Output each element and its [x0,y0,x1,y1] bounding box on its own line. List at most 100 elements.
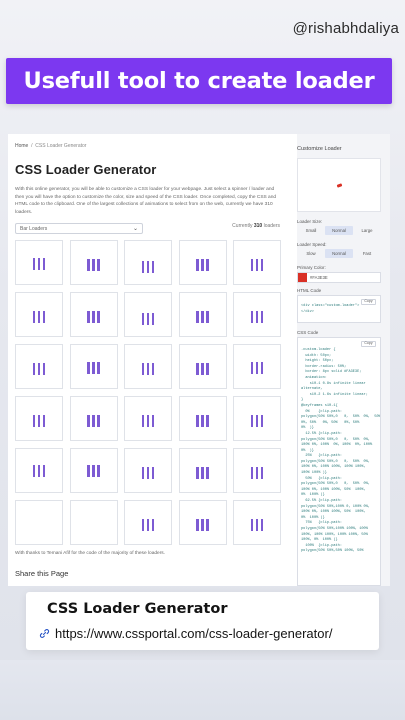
preview-loader [336,182,342,188]
copy-html-button[interactable]: Copy [361,299,376,305]
customize-sidebar: Customize Loader Loader Size: Small Norm… [297,134,390,586]
loader-option[interactable] [69,396,118,441]
breadcrumb-home[interactable]: Home [15,143,29,149]
primary-color-label: Primary Color: [297,265,326,270]
css-code-line: width: 50px; [301,353,332,358]
loader-option[interactable] [15,396,63,441]
css-code-line: 0%, 50% 0%, 50% 0%, 50% [301,420,360,425]
primary-color-value: #FA3E3E [310,275,328,280]
bar-loader-icon [141,260,155,273]
card-url[interactable]: https://www.cssportal.com/css-loader-gen… [55,626,333,641]
copy-css-button[interactable]: Copy [361,341,376,347]
css-code-line: 100% {clip-path: [301,543,342,548]
loader-count-number: 310 [253,223,263,229]
loader-option[interactable] [15,500,63,545]
main-content: Home / CSS Loader Generator CSS Loader G… [8,134,290,586]
loader-option[interactable] [124,240,172,285]
bar-loader-icon [141,518,155,531]
link-icon [39,629,50,638]
loader-option[interactable] [233,396,281,441]
website-screenshot: Home / CSS Loader Generator CSS Loader G… [8,134,390,586]
css-code-line: 100% 0%, 100% 100%, 100% 100%, [301,465,366,470]
loader-option[interactable] [69,448,118,493]
loader-option[interactable] [233,448,281,493]
loader-preview [297,158,381,212]
loader-option[interactable] [124,500,172,545]
css-code-line: .custom-loader { [301,348,336,352]
speed-normal-option[interactable]: Normal [325,249,353,258]
loader-option[interactable] [69,240,118,285]
loader-option[interactable] [15,292,63,337]
loader-option[interactable] [124,292,172,337]
loader-option[interactable] [15,240,63,285]
size-small-option[interactable]: Small [305,228,317,233]
loader-option[interactable] [233,500,281,545]
bar-loader-icon [141,312,155,325]
css-code-line: alternate, [301,387,323,392]
loader-option[interactable] [178,500,227,545]
loader-count-prefix: Currently [232,223,253,229]
size-large-option[interactable]: Large [361,228,373,233]
loader-option[interactable] [233,292,281,337]
bar-loader-icon [141,414,155,427]
css-code-line: 0% 100% )} [301,493,325,498]
html-code-label: HTML Code [297,288,322,293]
css-code-line: } [301,398,304,403]
loader-option[interactable] [69,500,118,545]
loader-option[interactable] [178,344,227,389]
css-code-line: 100% 0%, 100% 0%, 100% 0%, 100% [301,443,373,448]
bar-loader-icon [87,464,100,477]
css-code-line: polygon(50% 50%,0 0, 50% 0%, [301,482,371,487]
loader-option[interactable] [233,344,281,389]
customize-heading: Customize Loader [297,146,342,152]
bar-loader-icon [87,258,100,271]
loader-option[interactable] [178,240,227,285]
css-code-line: 100% 100% )} [301,471,327,476]
bar-loader-icon [32,464,46,477]
share-heading: Share this Page [15,569,69,578]
css-code-box[interactable]: Copy .custom-loader { width: 50px; heigh… [297,337,381,586]
card-url-row[interactable]: https://www.cssportal.com/css-loader-gen… [39,626,332,641]
speed-slow-option[interactable]: Slow [306,251,316,256]
bar-loader-icon [32,362,46,375]
loader-option[interactable] [15,448,63,493]
css-code-line: polygon(50% 50%,0 0, 50% 0%, 50% [301,415,381,420]
css-code-line: 100%, 0% 100% )} [301,538,338,543]
size-normal-option[interactable]: Normal [325,226,353,235]
loader-option[interactable] [15,344,63,389]
loader-option[interactable] [124,344,172,389]
css-code-line: 25% {clip-path: [301,454,342,459]
page-title: CSS Loader Generator [15,162,157,177]
creator-handle: @rishabhdaliya [292,20,399,37]
loader-type-select[interactable]: Bar Loaders ⌄ [15,223,143,234]
loader-option[interactable] [178,396,227,441]
html-code-box[interactable]: Copy <div class="custom-loader"></div> [297,295,381,323]
speed-fast-option[interactable]: Fast [362,251,372,256]
loader-type-value: Bar Loaders [20,226,48,232]
bar-loader-icon [250,518,264,531]
css-code-line: polygon(50% 50%,50% 100%, 50% [301,549,364,554]
loader-option[interactable] [178,292,227,337]
css-code-line: 0% )} [301,426,314,431]
css-code-line: 0% 100% )} [301,515,325,520]
primary-color-input[interactable]: #FA3E3E [297,272,381,283]
loader-size-toggle: Small Normal Large [297,226,381,235]
loader-option[interactable] [69,292,118,337]
loader-option[interactable] [124,448,172,493]
loader-option[interactable] [233,240,281,285]
bar-loader-icon [250,466,264,479]
loader-option[interactable] [69,344,118,389]
bar-loader-icon [196,362,209,375]
css-code-line: border: 8px solid #FA3E3E; [301,370,362,375]
bar-loader-icon [196,518,209,531]
css-code-line: 62.5% {clip-path: [301,499,342,504]
bar-loader-icon [32,414,46,427]
css-code-line: border-radius: 50%; [301,364,347,369]
css-code-line: 0% {clip-path: [301,409,342,414]
loader-option[interactable] [124,396,172,441]
css-code-line: 50% {clip-path: [301,476,342,481]
color-swatch[interactable] [298,273,307,282]
css-code-line: @keyframes s10-1{ [301,403,338,408]
loader-option[interactable] [178,448,227,493]
css-code-line: animation: [301,375,327,380]
